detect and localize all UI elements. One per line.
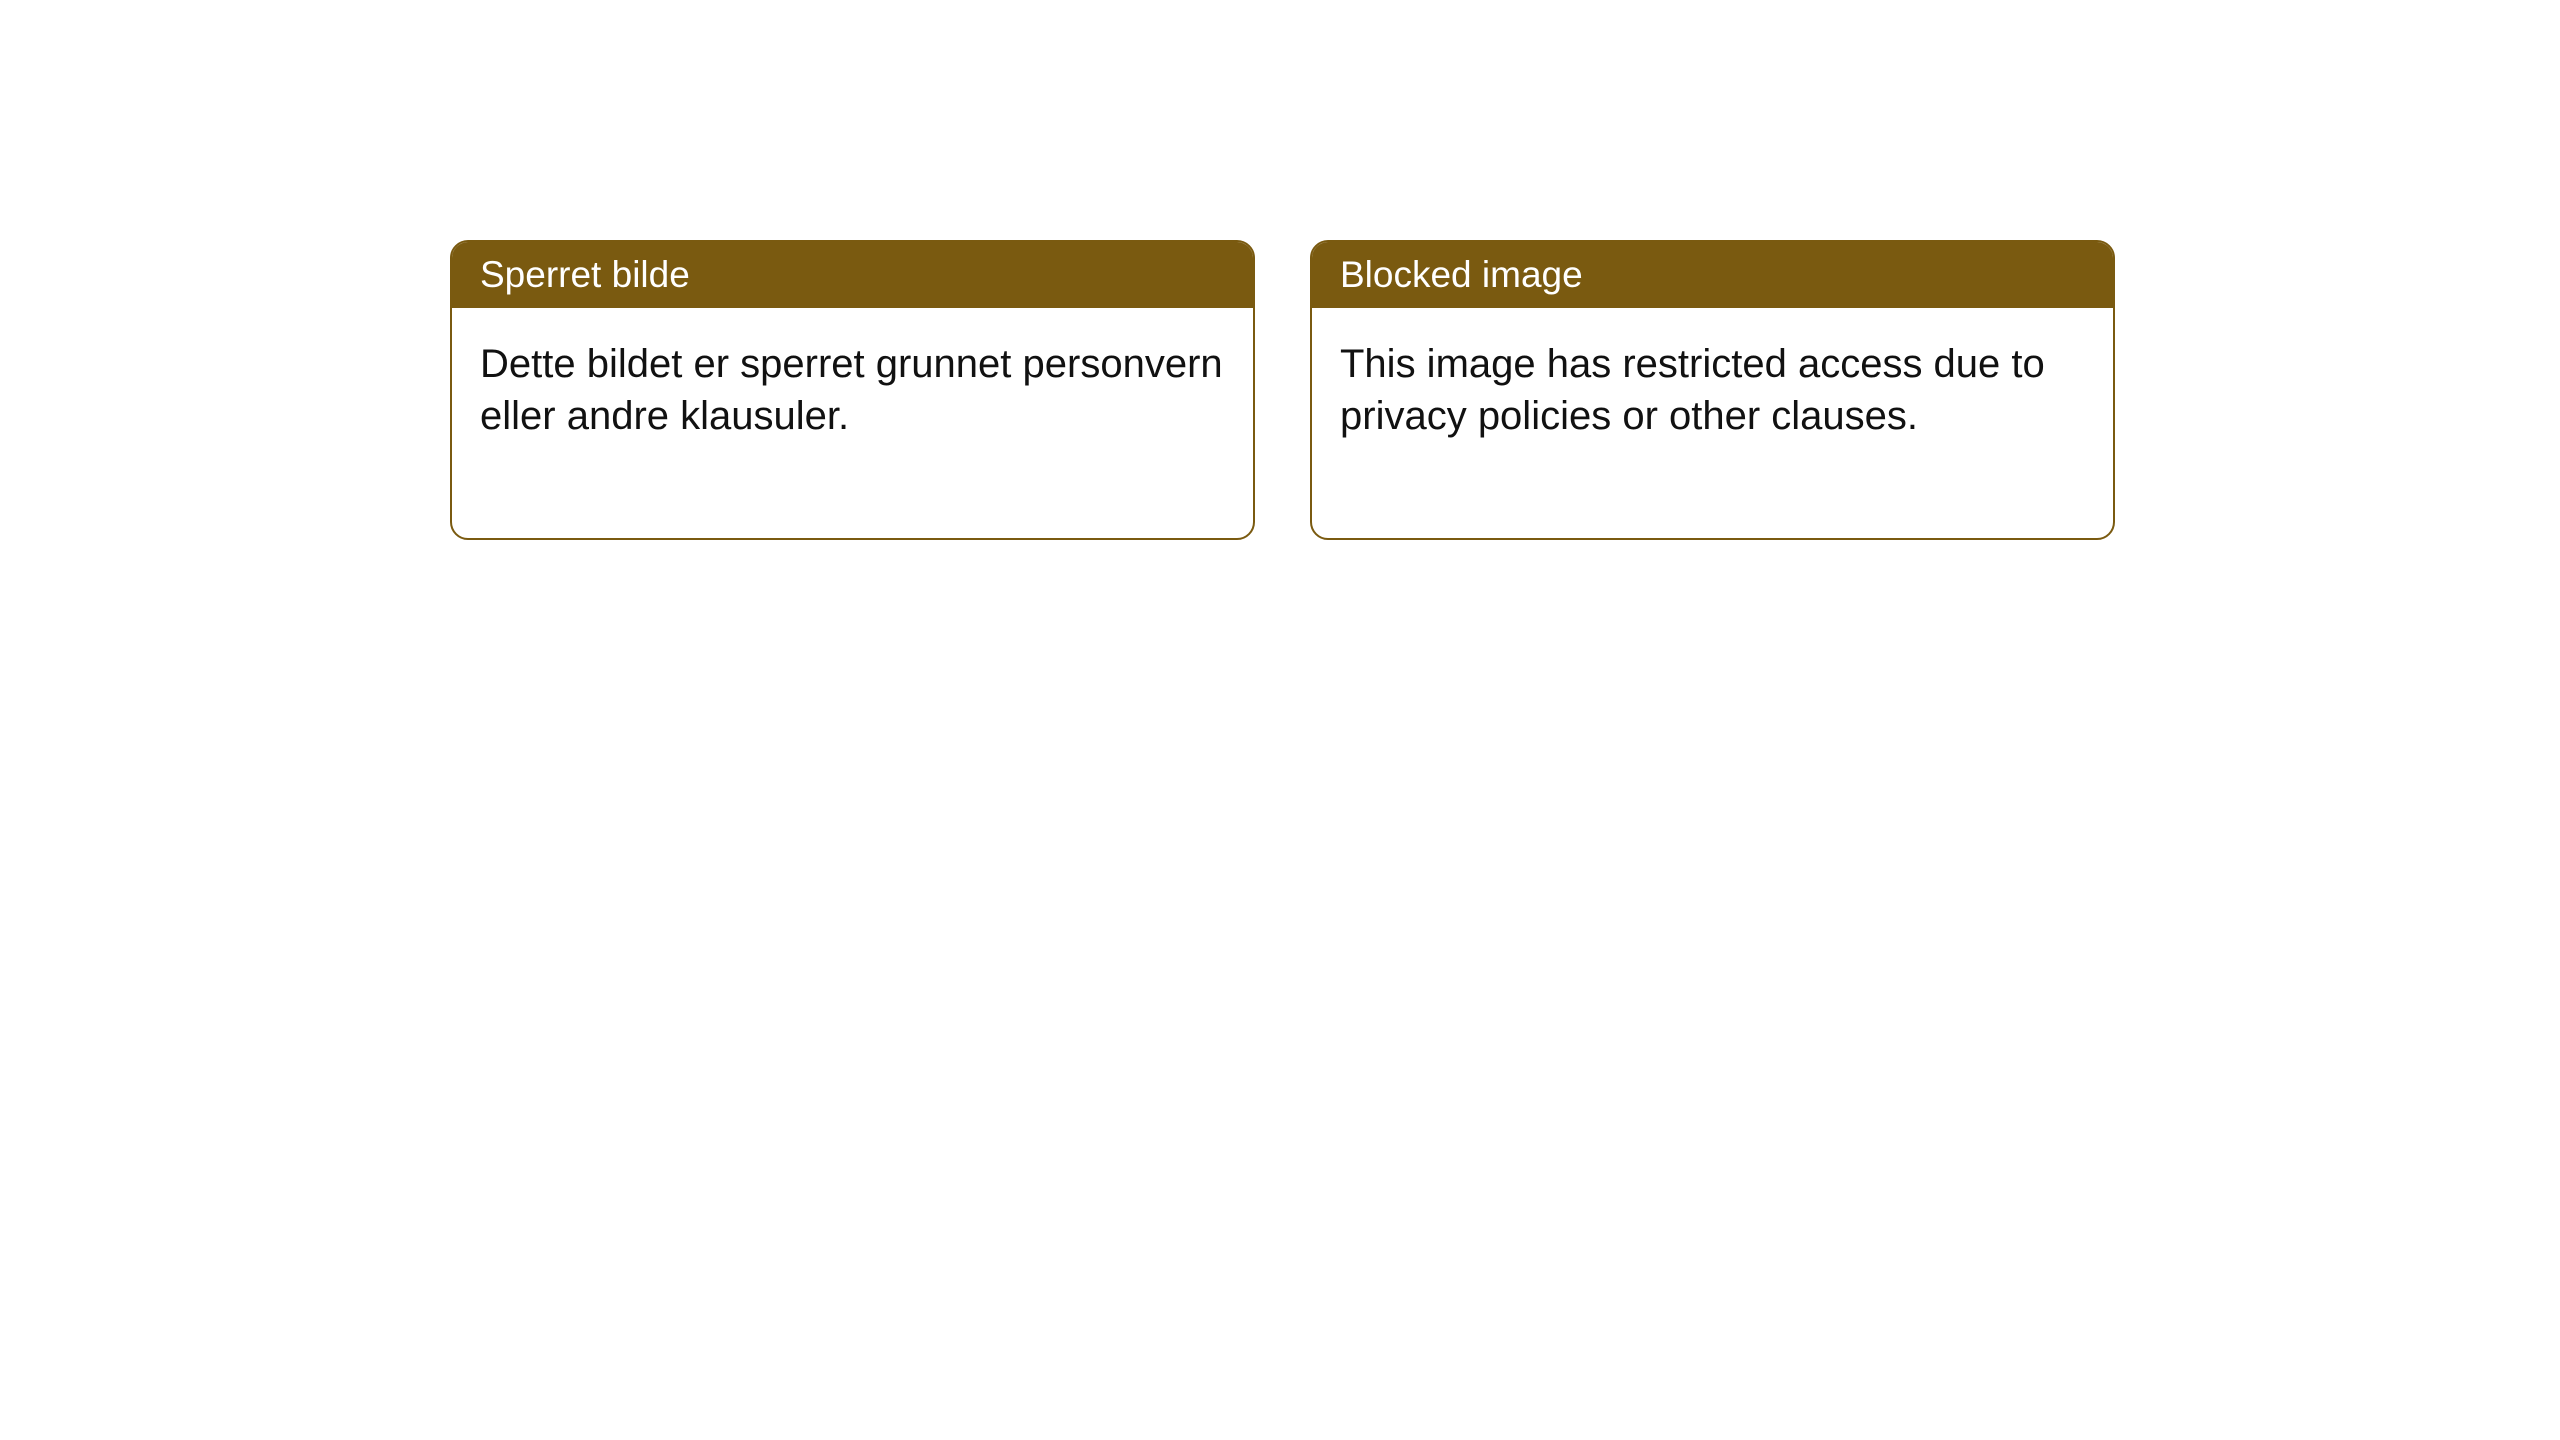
notice-message: This image has restricted access due to … [1340, 342, 2045, 438]
notice-title: Sperret bilde [480, 254, 690, 295]
notice-card-english: Blocked image This image has restricted … [1310, 240, 2115, 540]
notice-card-norwegian: Sperret bilde Dette bildet er sperret gr… [450, 240, 1255, 540]
notice-body: Dette bildet er sperret grunnet personve… [452, 308, 1253, 538]
notice-header: Blocked image [1312, 242, 2113, 308]
notice-title: Blocked image [1340, 254, 1583, 295]
notice-header: Sperret bilde [452, 242, 1253, 308]
notice-message: Dette bildet er sperret grunnet personve… [480, 342, 1223, 438]
notice-container: Sperret bilde Dette bildet er sperret gr… [450, 240, 2115, 540]
notice-body: This image has restricted access due to … [1312, 308, 2113, 538]
